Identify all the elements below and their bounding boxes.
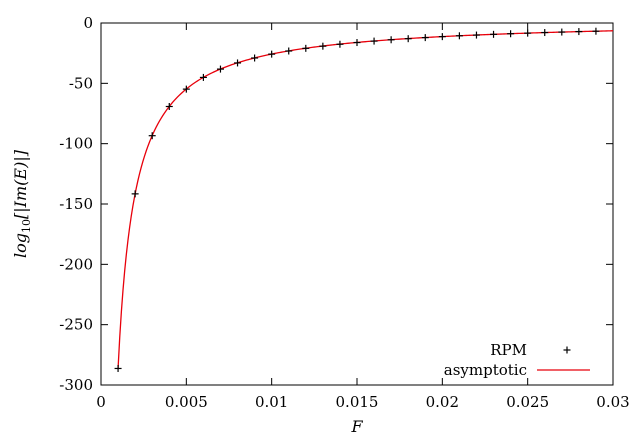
rpm-point (558, 28, 566, 36)
y-tick-label: -300 (59, 376, 93, 394)
rpm-point (302, 44, 310, 52)
x-tick-label: 0 (96, 393, 106, 411)
y-axis-label-main: log (11, 233, 30, 258)
x-tick-label: 0.005 (165, 393, 208, 411)
legend-label-rpm: RPM (490, 341, 527, 359)
rpm-point (336, 40, 344, 48)
x-tick-label: 0.025 (506, 393, 549, 411)
rpm-point (455, 32, 463, 40)
rpm-point (490, 30, 498, 38)
rpm-point (285, 47, 293, 55)
rpm-point (472, 31, 480, 39)
rpm-point (216, 65, 224, 73)
rpm-point (404, 35, 412, 43)
rpm-point (131, 190, 139, 198)
legend: RPM asymptotic (444, 341, 590, 379)
rpm-point (438, 33, 446, 41)
x-tick-label: 0.01 (255, 393, 288, 411)
x-axis-label: F (350, 417, 363, 436)
y-tick-label: 0 (83, 14, 93, 32)
rpm-point (421, 34, 429, 42)
legend-marker-rpm (563, 346, 571, 354)
y-axis-label: log10[|Im(E)|] (11, 149, 33, 258)
rpm-point (148, 132, 156, 140)
y-tick-label: -250 (59, 316, 93, 334)
y-tick-label: -200 (59, 255, 93, 273)
legend-rpm-plus (563, 346, 571, 354)
rpm-point (592, 27, 600, 35)
rpm-point (114, 364, 122, 372)
rpm-point (251, 54, 259, 62)
x-tick-label: 0.02 (426, 393, 459, 411)
rpm-point (507, 30, 515, 38)
y-axis-label-sub: 10 (20, 219, 33, 233)
plot-frame (100, 22, 614, 386)
y-tick-label: -150 (59, 195, 93, 213)
rpm-point (234, 59, 242, 67)
rpm-point (524, 29, 532, 37)
plot-border (100, 22, 614, 386)
y-tick-label: -100 (59, 135, 93, 153)
asymptotic-curve (117, 30, 614, 369)
y-tick-label: -50 (69, 74, 93, 92)
ticks-layer: 0 0.005 0.01 0.015 0.02 0.025 0.03 0 -50 -100 -150… (59, 14, 629, 411)
rpm-point (319, 42, 327, 50)
x-tick-label: 0.03 (596, 393, 629, 411)
rpm-point (387, 36, 395, 44)
rpm-point (353, 39, 361, 47)
rpm-point (182, 85, 190, 93)
legend-label-asymptotic: asymptotic (444, 361, 527, 379)
rpm-point (370, 37, 378, 45)
rpm-point (199, 73, 207, 81)
rpm-point (165, 103, 173, 111)
y-axis-label-rest: [|Im(E)|] (11, 149, 30, 219)
rpm-point (575, 28, 583, 36)
rpm-point (268, 50, 276, 58)
rpm-series (114, 27, 600, 372)
asymptotic-series (117, 30, 614, 369)
rpm-point (541, 29, 549, 37)
x-tick-label: 0.015 (336, 393, 379, 411)
